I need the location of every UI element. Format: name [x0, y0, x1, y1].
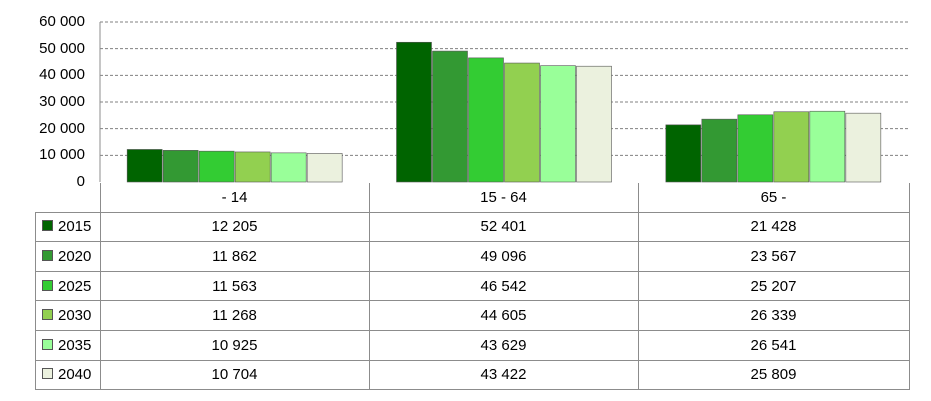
- bar-2035-1: [540, 65, 576, 183]
- bar-2040-0: [306, 153, 343, 183]
- y-tick-label: 10 000: [39, 146, 85, 164]
- legend-key: [42, 220, 53, 232]
- bar-2035-0: [270, 152, 307, 183]
- table-cell: 44 605: [368, 300, 639, 331]
- y-tick-label: 60 000: [39, 13, 85, 30]
- table-row: 2020 11 862 49 096 23 567: [35, 241, 910, 272]
- table-cell: 43 422: [368, 359, 639, 391]
- table-cell: 10 704: [99, 359, 370, 391]
- table-cell: 26 541: [637, 329, 910, 361]
- bar-2020-1: [432, 50, 468, 183]
- table-row: 2015 12 205 52 401 21 428: [35, 211, 910, 243]
- y-tick-label: 0: [76, 173, 85, 190]
- category-header: 15 - 64: [368, 183, 639, 213]
- series-label: 2030: [35, 300, 101, 331]
- table-cell: 43 629: [368, 329, 639, 361]
- table-cell: 52 401: [368, 211, 639, 243]
- bar-2040-1: [576, 65, 612, 183]
- category-header: 65 -: [637, 183, 910, 213]
- table-row: 2040 10 704 43 422 25 809: [35, 359, 910, 391]
- legend-key: [42, 338, 53, 350]
- table-cell: 26 339: [637, 300, 910, 331]
- series-label: 2040: [35, 359, 101, 391]
- table-cell: 11 862: [99, 241, 370, 272]
- table-cell: 46 542: [368, 270, 639, 302]
- table-cell: 10 925: [99, 329, 370, 361]
- table-cell: 21 428: [637, 211, 910, 243]
- bar-2025-0: [198, 150, 235, 183]
- table-cell: 25 809: [637, 359, 910, 391]
- table-row: 2035 10 925 43 629 26 541: [35, 329, 910, 361]
- table-row: 2025 11 563 46 542 25 207: [35, 270, 910, 302]
- category-header: - 14: [99, 183, 370, 213]
- table-header-row: - 14 15 - 64 65 -: [35, 183, 910, 213]
- bar-2025-1: [468, 57, 504, 183]
- bar-2030-1: [504, 62, 540, 183]
- legend-key: [42, 368, 53, 380]
- bar-2030-0: [234, 151, 271, 183]
- legend-key: [42, 279, 53, 291]
- series-label: 2020: [35, 241, 101, 272]
- bar-2020-2: [701, 118, 738, 183]
- bar-2040-2: [845, 112, 882, 183]
- series-label: 2035: [35, 329, 101, 361]
- y-tick-label: 50 000: [39, 39, 85, 57]
- table-cell: 23 567: [637, 241, 910, 272]
- bar-2015-2: [665, 124, 702, 183]
- bar-2015-0: [126, 149, 163, 183]
- legend-key: [42, 309, 53, 321]
- table-cell: 12 205: [99, 211, 370, 243]
- bar-2035-2: [809, 110, 846, 183]
- bar-2015-1: [396, 41, 432, 183]
- legend-key: [42, 249, 53, 261]
- y-tick-label: 40 000: [39, 66, 85, 84]
- series-label: 2025: [35, 270, 101, 302]
- table-cell: 25 207: [637, 270, 910, 302]
- table-cell: 49 096: [368, 241, 639, 272]
- table-row: 2030 11 268 44 605 26 339: [35, 300, 910, 331]
- data-table: - 14 15 - 64 65 - 2015 12 205 52 401 21 …: [35, 183, 910, 391]
- y-tick-label: 30 000: [39, 93, 85, 110]
- table-cell: 11 563: [99, 270, 370, 302]
- y-tick-label: 20 000: [39, 119, 85, 137]
- bar-2025-2: [737, 114, 774, 183]
- series-label: 2015: [35, 211, 101, 243]
- table-cell: 11 268: [99, 300, 370, 331]
- bar-2020-0: [162, 150, 199, 183]
- bar-2030-2: [773, 111, 810, 183]
